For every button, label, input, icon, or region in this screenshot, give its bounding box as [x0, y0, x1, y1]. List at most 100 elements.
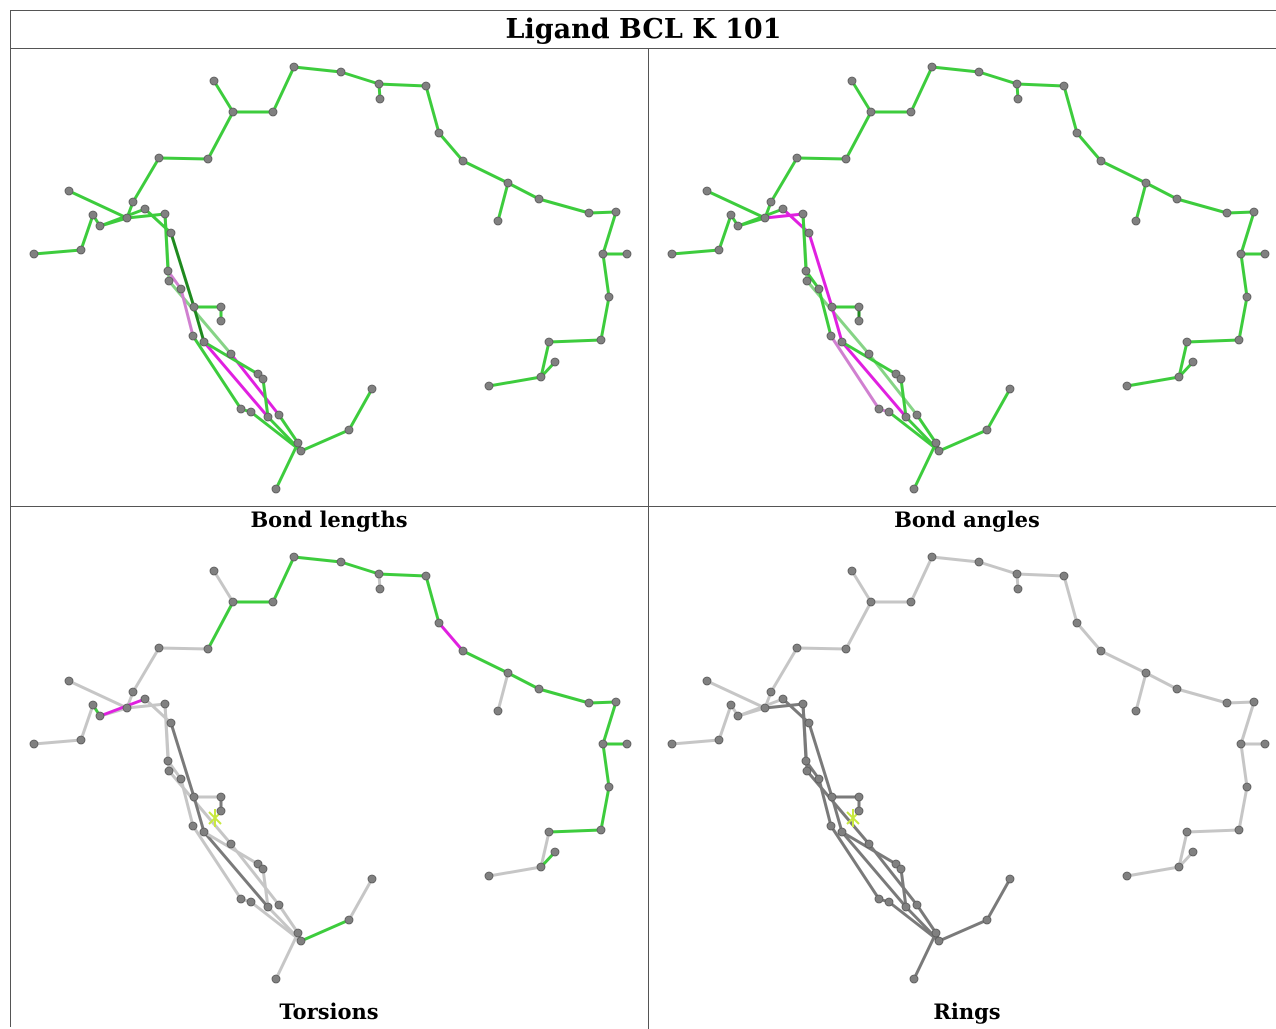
bond [909, 555, 934, 604]
bond [125, 212, 167, 220]
bond [261, 867, 270, 909]
atom [884, 407, 894, 417]
atom [931, 928, 941, 938]
bond [1134, 181, 1148, 223]
bond [769, 156, 799, 204]
atom [802, 276, 812, 286]
atom [804, 718, 814, 728]
bond [131, 646, 161, 694]
bond [1144, 671, 1179, 691]
atom [421, 81, 431, 91]
atom [598, 249, 608, 259]
bond [179, 287, 195, 338]
atom [199, 337, 209, 347]
bond [506, 181, 541, 201]
bond [937, 918, 989, 943]
atom [484, 381, 494, 391]
bond [909, 65, 934, 114]
atom [189, 792, 199, 802]
bond [377, 82, 428, 88]
atom [188, 821, 198, 831]
atom [714, 735, 724, 745]
atom [293, 928, 303, 938]
bond [1237, 295, 1249, 342]
atom [702, 186, 712, 196]
atom [802, 766, 812, 776]
panel-caption: Bond angles [894, 507, 1040, 532]
bond [977, 560, 1019, 576]
bond [601, 742, 611, 789]
atom [1242, 292, 1252, 302]
atom [1260, 739, 1270, 749]
bond [805, 279, 871, 356]
atom [128, 687, 138, 697]
bond [274, 931, 300, 981]
atom [598, 739, 608, 749]
atom [154, 643, 164, 653]
molecule-view-bond-lengths [29, 62, 632, 494]
bond [769, 646, 799, 694]
bond [930, 65, 981, 74]
bond [1185, 338, 1241, 344]
bond [1225, 700, 1256, 705]
bond [587, 700, 618, 705]
bond [1225, 210, 1256, 215]
bond [32, 248, 83, 256]
bond [599, 295, 611, 342]
bond [347, 387, 374, 432]
atom [604, 292, 614, 302]
atom [1072, 618, 1082, 628]
atom [906, 597, 916, 607]
bond [67, 189, 129, 220]
bond [487, 375, 543, 388]
atom [88, 700, 98, 710]
bond [212, 79, 235, 114]
atom [199, 827, 209, 837]
atom [1249, 207, 1259, 217]
atom [837, 337, 847, 347]
panel-caption: Torsions [279, 999, 379, 1024]
atom [88, 210, 98, 220]
atom [927, 62, 937, 72]
bond [539, 340, 551, 379]
bond [840, 830, 908, 909]
atom [203, 154, 213, 164]
atom [1174, 862, 1184, 872]
atom [801, 756, 811, 766]
atom [296, 446, 306, 456]
bond [98, 697, 147, 718]
atom [367, 874, 377, 884]
bond [79, 213, 95, 252]
atom [336, 67, 346, 77]
atom [544, 337, 554, 347]
bond [736, 697, 785, 718]
atom [934, 446, 944, 456]
atom [826, 821, 836, 831]
bond [1075, 131, 1103, 163]
atom [909, 974, 919, 984]
atom [622, 739, 632, 749]
bond [670, 248, 721, 256]
atom [140, 204, 150, 214]
atom [884, 897, 894, 907]
bond [547, 338, 603, 344]
atom [1059, 81, 1069, 91]
bond [801, 702, 808, 763]
atom [29, 249, 39, 259]
atom [814, 284, 824, 294]
atom [1005, 874, 1015, 884]
bond [249, 900, 303, 943]
bond [167, 769, 233, 846]
bond [1175, 197, 1229, 215]
bond [1239, 700, 1256, 746]
bond [271, 65, 296, 114]
atom [1234, 335, 1244, 345]
bond [202, 340, 270, 419]
atom [1012, 79, 1022, 89]
bond [167, 279, 233, 356]
bond [496, 181, 510, 223]
bond [1239, 742, 1249, 789]
atom [246, 407, 256, 417]
atom [176, 284, 186, 294]
atom [374, 569, 384, 579]
